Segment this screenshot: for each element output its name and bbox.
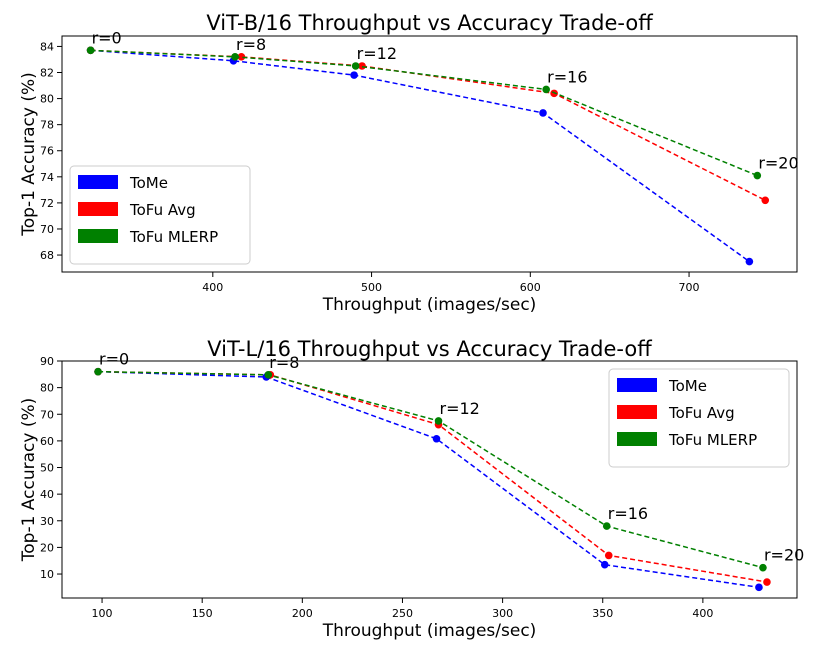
y-tick-label: 70 — [40, 408, 54, 421]
y-tick-label: 70 — [40, 223, 54, 236]
x-axis-label: Throughput (images/sec) — [322, 621, 537, 641]
y-tick-label: 80 — [40, 382, 54, 395]
data-point — [759, 563, 767, 572]
y-tick-label: 30 — [40, 515, 54, 528]
point-annotation: r=8 — [269, 353, 299, 372]
data-point — [755, 583, 763, 592]
data-point — [542, 85, 550, 94]
data-point — [763, 578, 771, 586]
x-axis-label: Throughput (images/sec) — [322, 295, 537, 315]
chart-panel-1: ViT-B/16 Throughput vs Accuracy Trade-of… — [19, 11, 799, 315]
data-point — [604, 551, 613, 560]
x-tick-label: 150 — [192, 607, 213, 620]
x-tick-label: 300 — [492, 607, 513, 620]
data-point — [94, 367, 102, 376]
legend-swatch — [617, 432, 657, 446]
x-tick-label: 200 — [292, 607, 313, 620]
point-annotation: r=0 — [92, 28, 122, 47]
plot-frame — [61, 360, 798, 599]
point-annotation: r=0 — [99, 350, 129, 369]
x-tick-label: 500 — [361, 281, 382, 294]
y-tick-label: 78 — [40, 119, 54, 132]
data-point — [264, 371, 273, 379]
x-tick-label: 600 — [520, 281, 541, 294]
y-tick-label: 72 — [40, 197, 54, 210]
y-tick-label: 80 — [40, 93, 54, 106]
data-point — [237, 53, 246, 61]
y-tick-label: 82 — [40, 67, 54, 80]
data-point — [600, 560, 609, 569]
x-tick-label: 350 — [592, 607, 613, 620]
legend-label: ToFu Avg — [129, 201, 196, 219]
x-tick-label: 700 — [679, 281, 700, 294]
x-tick-label: 400 — [202, 281, 223, 294]
data-point — [86, 46, 95, 55]
data-point — [351, 62, 360, 70]
point-annotation: r=16 — [608, 504, 648, 523]
chart-title: ViT-L/16 Throughput vs Accuracy Trade-of… — [207, 337, 652, 361]
point-annotation: r=16 — [547, 67, 587, 86]
point-annotation: r=20 — [758, 154, 798, 173]
legend: ToMe ToFu Avg ToFu MLERP — [608, 368, 790, 468]
x-tick-label: 250 — [392, 607, 413, 620]
data-point — [358, 62, 366, 70]
data-point — [432, 434, 441, 443]
legend-label: ToFu MLERP — [668, 431, 757, 449]
data-point — [745, 257, 754, 266]
legend-swatch — [617, 378, 657, 392]
point-annotation: r=8 — [236, 35, 266, 54]
legend-label: ToFu Avg — [668, 404, 735, 422]
x-tick-label: 100 — [92, 607, 113, 620]
chart-panel-2: ViT-L/16 Throughput vs Accuracy Trade-of… — [19, 337, 804, 641]
series-tofu-mlerp — [86, 46, 762, 180]
y-tick-label: 68 — [40, 249, 54, 262]
legend: ToMe ToFu Avg ToFu MLERP — [69, 165, 251, 265]
x-tick-label: 400 — [692, 607, 713, 620]
y-tick-label: 90 — [40, 355, 54, 368]
legend-swatch — [78, 202, 118, 216]
point-annotation: r=12 — [440, 399, 480, 418]
point-annotation: r=20 — [764, 546, 804, 565]
series-line — [98, 370, 760, 589]
y-axis-label: Top-1 Accuracy (%) — [19, 72, 39, 236]
series-line — [90, 49, 758, 177]
y-tick-label: 50 — [40, 462, 54, 475]
legend-swatch — [78, 229, 118, 243]
legend-label: ToMe — [129, 174, 168, 192]
y-axis-label: Top-1 Accuracy (%) — [19, 398, 39, 562]
y-tick-label: 84 — [40, 40, 54, 53]
series-tofu-mlerp — [94, 367, 767, 572]
data-point — [761, 196, 770, 205]
data-point — [350, 71, 358, 79]
data-point — [753, 171, 762, 180]
data-point — [434, 417, 443, 425]
y-tick-label: 40 — [40, 488, 54, 501]
plot-frame — [61, 35, 798, 273]
data-point — [539, 109, 547, 117]
y-tick-label: 76 — [40, 145, 54, 158]
y-tick-label: 10 — [40, 568, 54, 581]
data-point — [602, 522, 611, 530]
legend-swatch — [617, 405, 657, 419]
data-point — [231, 53, 239, 61]
y-tick-label: 60 — [40, 435, 54, 448]
point-annotation: r=12 — [357, 44, 397, 63]
legend-swatch — [78, 175, 118, 189]
y-tick-label: 20 — [40, 541, 54, 554]
chart-title: ViT-B/16 Throughput vs Accuracy Trade-of… — [206, 11, 653, 35]
legend-label: ToFu MLERP — [129, 228, 218, 246]
y-tick-label: 74 — [40, 171, 54, 184]
legend-label: ToMe — [668, 377, 707, 395]
